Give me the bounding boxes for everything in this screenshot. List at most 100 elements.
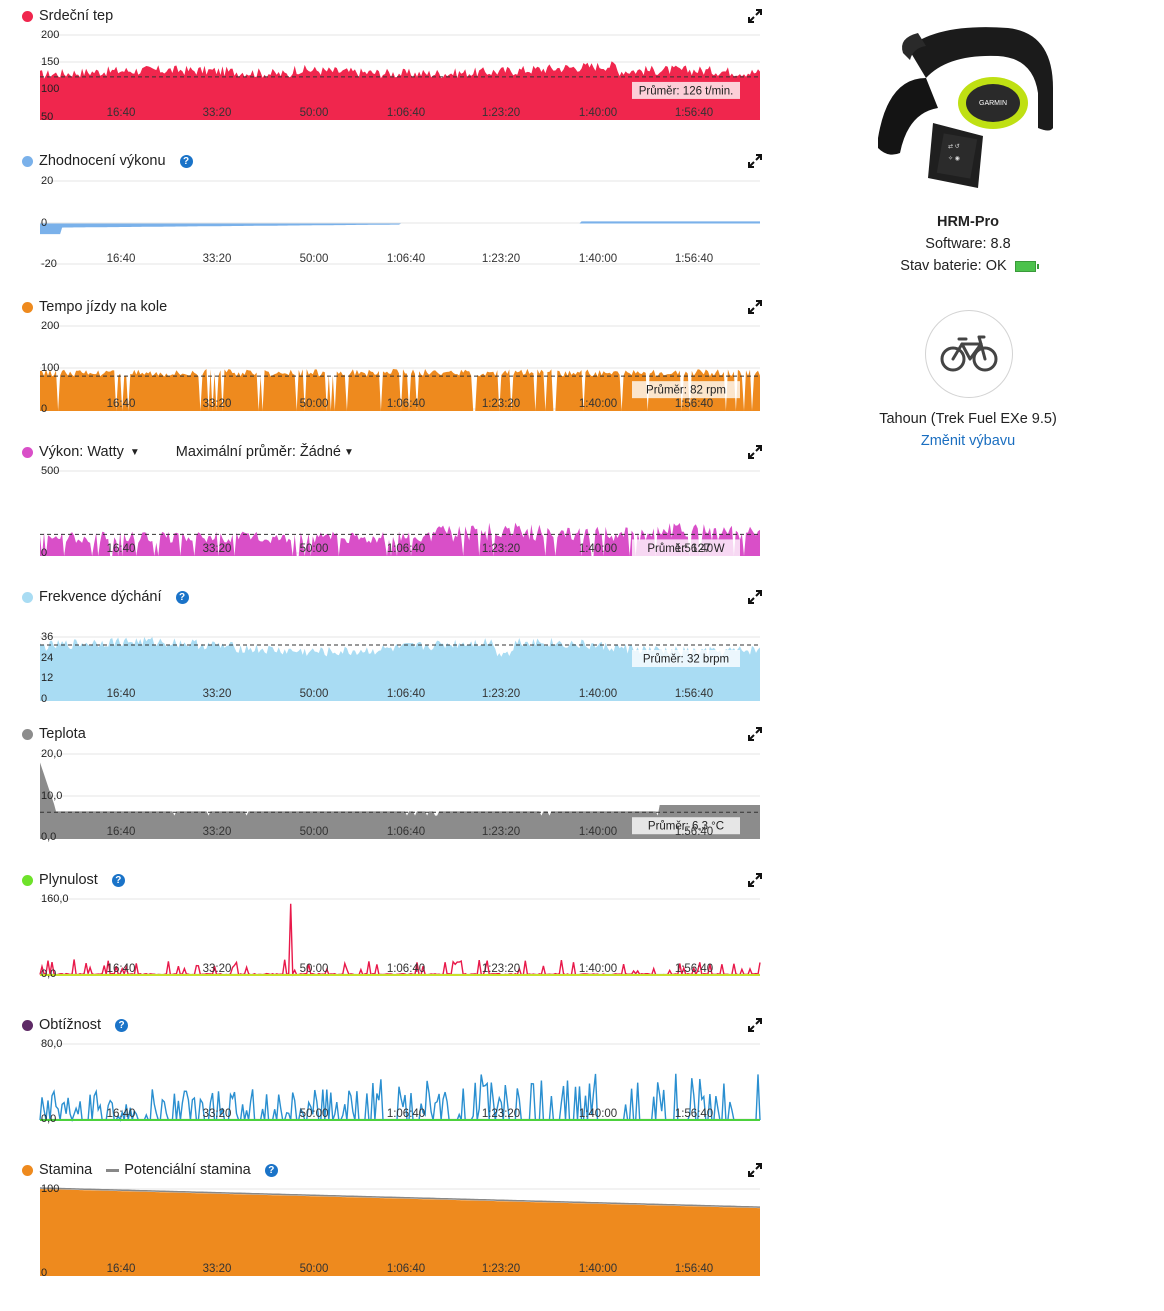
respiration-chart: Průměr: 32 brpm 36 24 12 0 16:40 33:20 50:00 1:0…: [40, 631, 760, 705]
expand-icon[interactable]: [748, 873, 762, 887]
max-average-caret-icon[interactable]: ▼: [344, 446, 354, 458]
smoothness-series-line: [39, 903, 761, 977]
device-battery-status: Stav baterie: OK: [868, 258, 1068, 274]
help-icon[interactable]: ?: [115, 1018, 129, 1032]
legend-dot-icon: [22, 1019, 33, 1031]
smoothness-title: Plynulost?: [22, 870, 125, 890]
x-tick-label: 1:40:00: [579, 253, 617, 265]
x-tick-label: 1:06:40: [387, 688, 425, 700]
x-tick-label: 50:00: [300, 688, 329, 700]
expand-icon[interactable]: [748, 727, 762, 741]
x-tick-label: 1:23:20: [482, 963, 520, 975]
x-tick-label: 1:40:00: [579, 1108, 617, 1120]
bicycle-icon: [940, 335, 998, 372]
y-tick-label: 0: [41, 693, 47, 705]
x-tick-label: 16:40: [107, 963, 136, 975]
expand-icon[interactable]: [748, 1018, 762, 1032]
difficulty-chart: 80,0 0,0 16:40 33:20 50:00 1:06:40 1:23:20 1:40…: [39, 1038, 761, 1125]
x-tick-label: 1:40:00: [579, 107, 617, 119]
y-tick-label: 20: [41, 175, 53, 187]
y-tick-label: 10,0: [41, 790, 62, 802]
heart-rate-average-box: [632, 81, 740, 99]
x-tick-label: 50:00: [300, 398, 329, 410]
x-tick-label: 16:40: [107, 543, 136, 555]
legend-dot-icon: [22, 591, 33, 603]
help-icon[interactable]: ?: [264, 1163, 278, 1177]
expand-icon[interactable]: [748, 300, 762, 314]
smoothness-title-label: Plynulost: [39, 872, 98, 888]
heart-rate-series-area: [40, 61, 760, 120]
x-tick-label: 1:06:40: [387, 107, 425, 119]
legend-dot-icon: [22, 1164, 33, 1176]
device-software: Software: 8.8: [925, 236, 1011, 252]
x-tick-label: 1:56:40: [675, 963, 713, 975]
power-average-box: [632, 539, 740, 557]
legend-dot-icon: [22, 874, 33, 886]
expand-icon[interactable]: [748, 9, 762, 23]
respiration-series-area: [40, 636, 760, 701]
y-tick-label: 0,0: [41, 1113, 56, 1125]
expand-icon[interactable]: [748, 590, 762, 604]
cadence-chart: Průměr: 82 rpm 200 100 0 16:40 33:20 50:00 1:06…: [40, 320, 760, 415]
x-tick-label: 16:40: [107, 1263, 136, 1275]
x-tick-label: 50:00: [300, 1263, 329, 1275]
bike-gear-avatar: [925, 310, 1013, 398]
y-tick-label: 0: [41, 217, 47, 229]
expand-icon[interactable]: [748, 445, 762, 459]
x-tick-label: 50:00: [300, 826, 329, 838]
x-tick-label: 1:23:20: [482, 1263, 520, 1275]
x-tick-label: 16:40: [107, 398, 136, 410]
x-tick-label: 1:40:00: [579, 963, 617, 975]
heart-rate-average-label: Průměr: 126 t/min.: [639, 85, 734, 97]
metric-dropdown-caret-icon[interactable]: ▼: [129, 446, 140, 458]
help-icon[interactable]: ?: [111, 873, 125, 887]
power-average-label: Průměr: 127 W: [647, 543, 724, 555]
x-tick-label: 1:40:00: [579, 398, 617, 410]
temperature-title-label: Teplota: [39, 726, 86, 742]
power-title: Výkon: Watty ▼ Maximální průměr: Žádné ▼: [22, 442, 354, 462]
temperature-chart: Průměr: 6,3 °C 20,0 10,0 0,0 16:40 33:20 50:00…: [40, 748, 760, 843]
difficulty-series-area: [40, 1074, 760, 1121]
y-tick-label: 80,0: [41, 1038, 62, 1050]
y-tick-label: 100: [41, 83, 59, 95]
cadence-average-label: Průměr: 82 rpm: [646, 385, 726, 397]
y-tick-label: 200: [41, 320, 59, 332]
x-tick-label: 1:40:00: [579, 826, 617, 838]
help-icon[interactable]: ?: [175, 590, 189, 604]
difficulty-title-label: Obtížnost: [39, 1017, 102, 1033]
change-gear-link[interactable]: Změnit výbavu: [920, 433, 1016, 449]
smoothness-series-area: [40, 904, 760, 976]
x-tick-label: 1:06:40: [387, 1108, 425, 1120]
x-tick-label: 1:56:40: [675, 543, 713, 555]
x-tick-label: 1:06:40: [387, 1263, 425, 1275]
x-tick-label: 50:00: [300, 253, 329, 265]
cadence-average-box: [632, 381, 740, 399]
respiration-average-label: Průměr: 32 brpm: [643, 654, 729, 666]
x-tick-label: 1:56:40: [675, 107, 713, 119]
legend-dot-icon: [22, 10, 33, 22]
expand-icon[interactable]: [748, 1163, 762, 1177]
x-tick-label: 33:20: [203, 1263, 232, 1275]
cadence-series-area: [40, 368, 760, 411]
respiration-title-label: Frekvence dýchání: [39, 589, 162, 605]
heart-rate-title-label: Srdeční tep: [39, 8, 114, 24]
difficulty-series-line: [39, 1073, 761, 1123]
expand-icon[interactable]: [748, 154, 762, 168]
potential-stamina-label: Potenciální stamina: [124, 1162, 251, 1178]
potential-stamina-line: [39, 1187, 760, 1208]
cadence-title: Tempo jízdy na kole: [22, 297, 167, 317]
heart-rate-chart: Průměr: 126 t/min. 200 150 100 50 16:40 33:20 5…: [40, 29, 760, 123]
y-tick-label: 100: [41, 1183, 59, 1195]
power-title-label[interactable]: Výkon: Watty: [39, 444, 124, 460]
x-tick-label: 1:06:40: [387, 253, 425, 265]
y-tick-label: 160,0: [41, 893, 69, 905]
battery-status-label: Stav baterie: OK: [900, 258, 1007, 274]
x-tick-label: 1:40:00: [579, 543, 617, 555]
max-average-dropdown[interactable]: Maximální průměr: Žádné: [175, 444, 341, 460]
help-icon[interactable]: ?: [179, 154, 193, 168]
x-tick-label: 33:20: [203, 398, 232, 410]
x-tick-label: 1:23:20: [482, 398, 520, 410]
smoothness-chart: 160,0 0,0 16:40 33:20 50:00 1:06:40 1:23:20 1:4…: [39, 893, 761, 980]
stamina-chart: 100 0 16:40 33:20 50:00 1:06:40 1:23:20 1:40:00…: [39, 1183, 760, 1279]
x-tick-label: 16:40: [107, 107, 136, 119]
